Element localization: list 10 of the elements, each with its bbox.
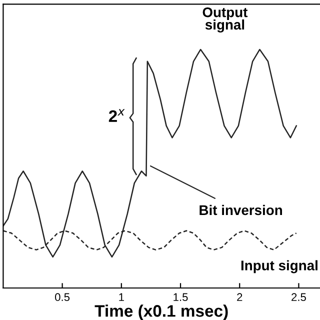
annotation: Bit inversion [200,204,282,216]
x-tick-label: 2.5 [292,293,306,302]
x-tick-label: 1.5 [174,293,188,302]
annotation: 2$^{x}$ [108,109,125,122]
x-tick-label: 2 [237,293,242,301]
x-axis-title: Time (x0.1 msec) [94,304,228,320]
annotation: Input signal [241,260,318,274]
text: Output signal [202,7,248,32]
x-tick-label: 0.5 [55,293,70,302]
x-tick-label: 1 [119,293,124,301]
